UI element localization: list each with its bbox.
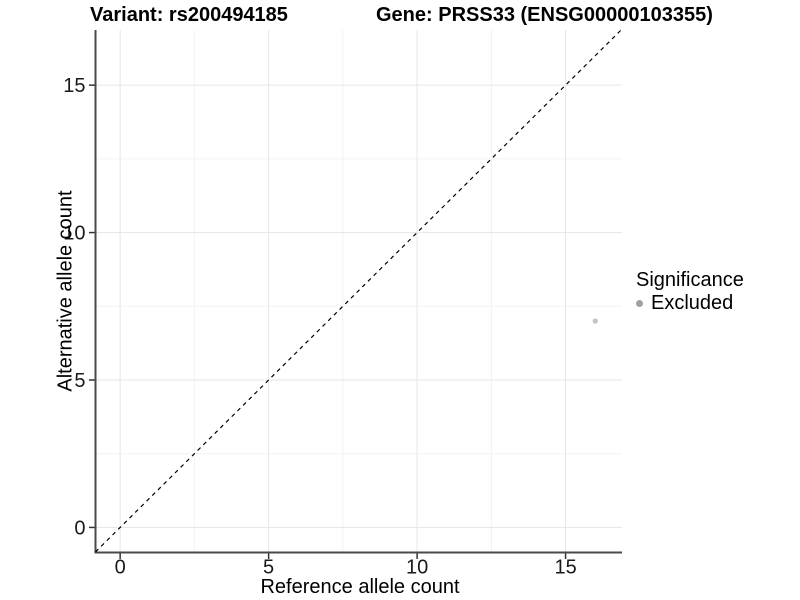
legend-entries: Excluded xyxy=(636,292,744,314)
variant-title: Variant: rs200494185 xyxy=(90,4,288,26)
y-axis-title: Alternative allele count xyxy=(54,190,77,392)
legend-marker-dot-icon xyxy=(636,299,643,307)
y-tick-label: 10 xyxy=(63,223,85,245)
y-tick-label: 5 xyxy=(74,370,85,392)
x-axis-title: Reference allele count xyxy=(260,576,460,598)
legend-entry-label: Excluded xyxy=(651,292,734,314)
x-tick-label: 5 xyxy=(263,557,274,579)
x-tick-label: 10 xyxy=(406,557,428,579)
legend-entry: Excluded xyxy=(636,292,744,314)
legend: Significance Excluded xyxy=(636,269,744,314)
data-point xyxy=(592,318,598,324)
x-tick-label: 15 xyxy=(554,557,576,579)
x-tick-label: 0 xyxy=(115,557,126,579)
gene-title: Gene: PRSS33 (ENSG00000103355) xyxy=(376,4,713,26)
legend-title: Significance xyxy=(636,269,744,291)
identity-line xyxy=(95,29,622,553)
y-tick-label: 15 xyxy=(63,75,85,97)
y-tick-label: 0 xyxy=(74,517,85,539)
